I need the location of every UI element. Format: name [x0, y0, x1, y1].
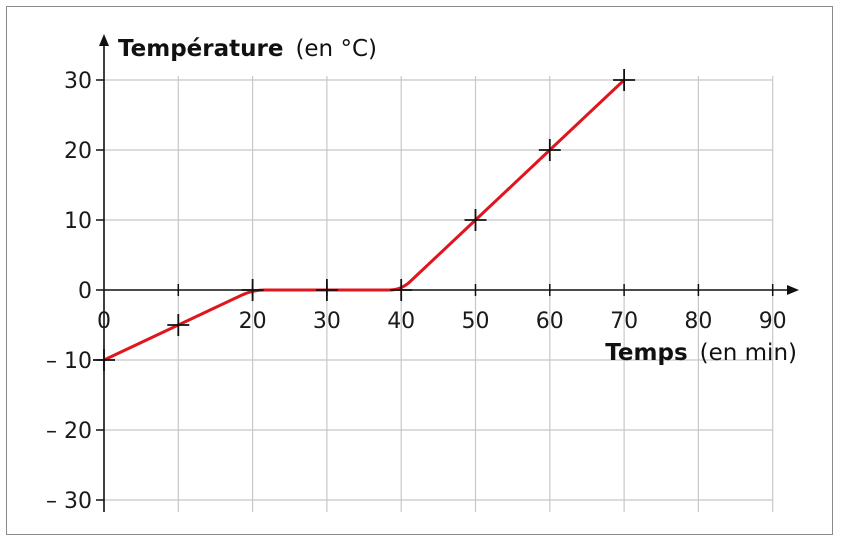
y-axis-label: Température: [118, 36, 283, 62]
data-point: [390, 279, 413, 301]
y-axis-unit: (en °C): [295, 36, 377, 62]
series: [102, 78, 626, 362]
y-tick-label: – 10: [46, 349, 92, 374]
x-tick-label: 20: [239, 309, 267, 334]
y-tick-label: – 20: [46, 419, 92, 444]
data-point: [538, 139, 561, 161]
data-point: [315, 279, 338, 301]
series-line: [102, 78, 626, 362]
y-tick-label: 10: [64, 209, 92, 234]
x-tick-label: 90: [759, 309, 787, 334]
x-axis-title: Temps (en min): [605, 340, 797, 366]
y-tick-label: – 30: [46, 489, 92, 514]
data-point: [167, 314, 190, 336]
data-point: [464, 209, 487, 231]
x-tick-label: 0: [97, 309, 111, 334]
data-point: [93, 349, 115, 371]
data-point: [613, 69, 636, 91]
y-tick-label: 20: [64, 139, 92, 164]
grid: [104, 76, 774, 512]
markers: [93, 69, 636, 371]
x-tick-label: 30: [313, 309, 341, 334]
x-tick-label: 40: [387, 309, 415, 334]
x-tick-label: 60: [536, 309, 564, 334]
data-point: [241, 279, 264, 301]
x-tick-label: 80: [684, 309, 712, 334]
chart-frame: [6, 6, 833, 535]
y-tick-label: 30: [64, 69, 92, 94]
x-axis-unit: (en min): [700, 340, 797, 366]
x-axis-arrow: [787, 285, 799, 295]
y-axis-arrow: [99, 34, 109, 46]
axes: [96, 34, 799, 512]
y-axis-title: Température (en °C): [118, 36, 377, 62]
y-tick-label: 0: [78, 279, 92, 304]
x-tick-label: 50: [462, 309, 490, 334]
x-tick-label: 70: [610, 309, 638, 334]
x-axis-label: Temps: [605, 340, 687, 366]
